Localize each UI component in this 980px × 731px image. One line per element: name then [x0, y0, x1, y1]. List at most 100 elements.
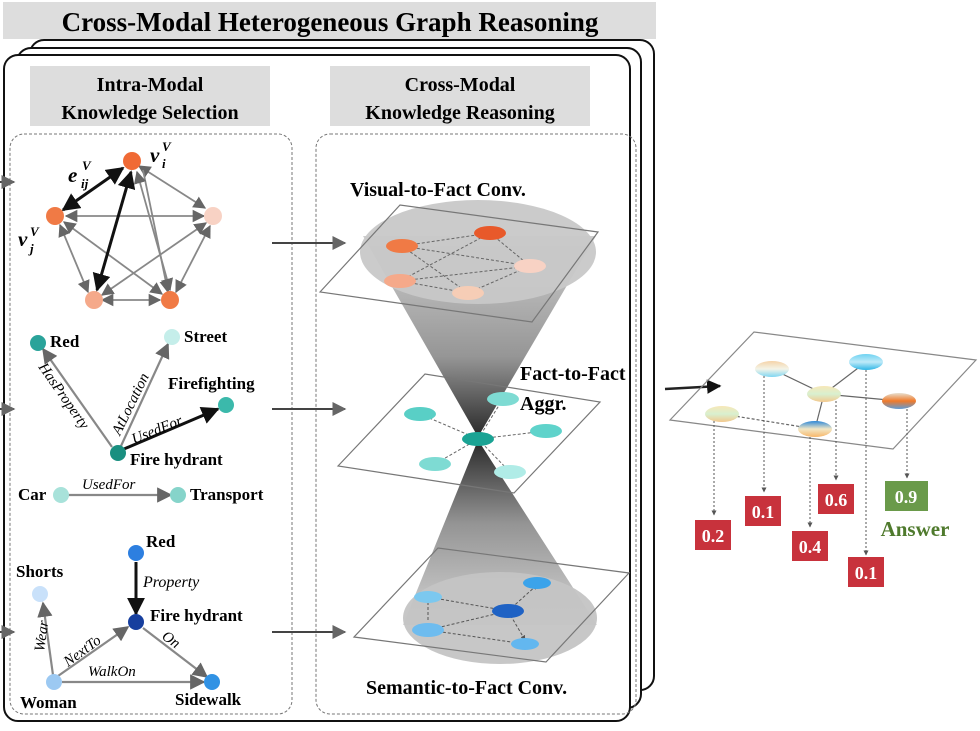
- label-v-i-sub: i: [162, 156, 166, 171]
- out-node-5: [798, 421, 832, 437]
- node-car: [53, 487, 69, 503]
- node-sidewalk: [204, 674, 220, 690]
- plane-fact: [336, 373, 602, 494]
- arrow-to-output: [664, 379, 722, 394]
- label-e-ij-sub: ij: [81, 176, 89, 191]
- node-street: [164, 329, 180, 345]
- node-red-fact: [30, 335, 46, 351]
- label-shorts: Shorts: [16, 562, 64, 581]
- s-node-5: [511, 638, 539, 650]
- score-box-answer: [885, 481, 928, 511]
- cross-header-line2: Knowledge Reasoning: [365, 102, 554, 124]
- score-box-3: [792, 531, 828, 561]
- v-node-2: [474, 226, 506, 240]
- f-node-5: [419, 457, 451, 471]
- main-title: Cross-Modal Heterogeneous Graph Reasonin…: [62, 7, 599, 37]
- plane-semantic: [352, 547, 631, 663]
- out-node-6: [882, 393, 916, 409]
- cone-bottom-cap: [403, 572, 597, 664]
- f-node-6: [494, 465, 526, 479]
- score-box-1: [695, 520, 731, 550]
- node-firefighting: [218, 397, 234, 413]
- cone-top-cap: [360, 200, 596, 304]
- label-walk-on: WalkOn: [88, 664, 136, 680]
- score-1: 0.2: [702, 526, 725, 546]
- intra-panel: [9, 133, 293, 715]
- semantic-graph-edges: [37, 601, 209, 690]
- node-v-bottom-left: [85, 291, 103, 309]
- fact-graph-edges: [42, 342, 173, 503]
- node-v-right: [204, 207, 222, 225]
- label-firefighting: Firefighting: [168, 374, 255, 393]
- node-v-i: [123, 152, 141, 170]
- s-node-3: [492, 604, 524, 618]
- plane-output: [668, 331, 978, 450]
- out-node-4: [705, 406, 739, 422]
- node-shorts: [32, 586, 48, 602]
- score-3: 0.4: [799, 537, 822, 557]
- f-node-4: [530, 424, 562, 438]
- label-fire-hydrant-fact: Fire hydrant: [130, 450, 223, 469]
- score-2: 0.1: [752, 502, 775, 522]
- cross-header-bg: [330, 66, 590, 126]
- score-5: 0.1: [855, 563, 878, 583]
- out-node-2: [849, 354, 883, 370]
- v-node-1: [386, 239, 418, 253]
- label-sidewalk: Sidewalk: [175, 690, 242, 709]
- f-node-2: [487, 392, 519, 406]
- label-v-i: v: [150, 143, 160, 167]
- s-node-4: [412, 623, 444, 637]
- label-transport: Transport: [190, 485, 264, 504]
- label-woman: Woman: [20, 693, 77, 712]
- node-v-j: [46, 207, 64, 225]
- v-node-4: [514, 259, 546, 273]
- node-red-sem: [128, 545, 144, 561]
- label-v-i-sup: V: [162, 139, 172, 154]
- f-node-1: [404, 407, 436, 421]
- label-fact-to-fact: Fact-to-Fact: [520, 363, 626, 385]
- label-fire-hydrant-sem: Fire hydrant: [150, 606, 243, 625]
- intra-header-bg: [30, 66, 270, 126]
- plane-visual: [318, 204, 600, 323]
- s-node-1: [414, 591, 442, 603]
- v-node-5: [452, 286, 484, 300]
- out-node-1: [755, 361, 789, 377]
- label-used-for-2: UsedFor: [82, 477, 135, 493]
- score-4: 0.6: [825, 490, 848, 510]
- edge-used-for: [123, 407, 220, 451]
- node-transport: [170, 487, 186, 503]
- node-fire-hydrant-sem: [128, 614, 144, 630]
- f-node-3: [462, 432, 494, 446]
- score-answer: 0.9: [895, 487, 918, 507]
- title-bar: [3, 2, 656, 39]
- score-box-4: [818, 484, 854, 514]
- out-node-3: [807, 386, 841, 402]
- label-v-j-sub: j: [28, 241, 34, 256]
- label-red-fact: Red: [50, 332, 80, 351]
- intra-header-line2: Knowledge Selection: [61, 102, 238, 124]
- label-street: Street: [184, 327, 227, 346]
- node-fire-hydrant-fact: [110, 445, 126, 461]
- label-red-sem: Red: [146, 532, 176, 551]
- node-woman: [46, 674, 62, 690]
- answer-label: Answer: [881, 517, 950, 541]
- score-box-5: [848, 557, 884, 587]
- label-car: Car: [18, 485, 47, 504]
- intra-header-line1: Intra-Modal: [97, 74, 204, 96]
- label-aggr: Aggr.: [520, 393, 566, 415]
- v-node-3: [384, 274, 416, 288]
- label-v-j: v: [18, 227, 28, 251]
- score-box-2: [745, 496, 781, 526]
- label-e-ij: e: [68, 163, 77, 187]
- s-node-2: [523, 577, 551, 589]
- label-v-j-sup: V: [30, 224, 40, 239]
- label-property: Property: [142, 574, 200, 591]
- label-semantic-to-fact: Semantic-to-Fact Conv.: [366, 677, 567, 699]
- cross-header-line1: Cross-Modal: [405, 74, 516, 96]
- score-connectors: [711, 370, 910, 556]
- edge-bold-down: [92, 170, 136, 292]
- label-e-ij-sup: V: [82, 158, 92, 173]
- node-v-bottom-right: [161, 291, 179, 309]
- label-wear: Wear: [32, 619, 52, 652]
